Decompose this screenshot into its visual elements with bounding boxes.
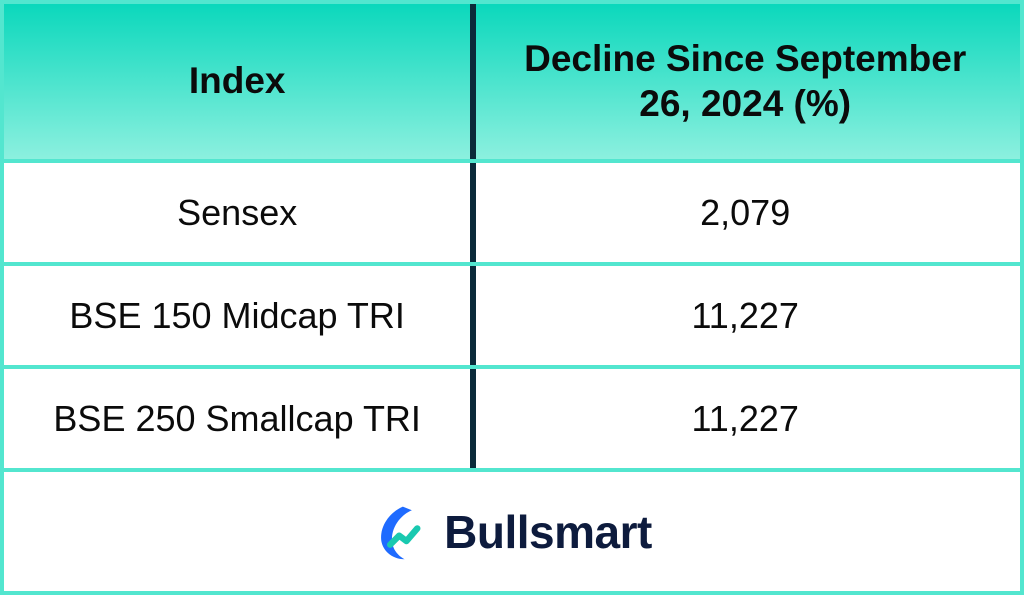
brand-footer: Bullsmart	[4, 468, 1020, 591]
cell-value: 11,227	[470, 369, 1020, 468]
row-divider	[470, 163, 476, 262]
col-header-index: Index	[4, 4, 470, 159]
row-divider	[470, 266, 476, 365]
brand-name: Bullsmart	[444, 505, 652, 559]
col-header-decline-label: Decline Since September 26, 2024 (%)	[494, 37, 996, 126]
cell-value-text: 2,079	[700, 192, 790, 234]
cell-value-text: 11,227	[691, 295, 798, 337]
cell-value-text: 11,227	[691, 398, 798, 440]
index-decline-table: Index Decline Since September 26, 2024 (…	[0, 0, 1024, 595]
cell-index: BSE 150 Midcap TRI	[4, 266, 470, 365]
table-header-row: Index Decline Since September 26, 2024 (…	[4, 4, 1020, 159]
cell-index: Sensex	[4, 163, 470, 262]
table-row: Sensex 2,079	[4, 159, 1020, 262]
cell-value: 2,079	[470, 163, 1020, 262]
row-divider	[470, 369, 476, 468]
table-row: BSE 150 Midcap TRI 11,227	[4, 262, 1020, 365]
table-row: BSE 250 Smallcap TRI 11,227	[4, 365, 1020, 468]
cell-index: BSE 250 Smallcap TRI	[4, 369, 470, 468]
bullsmart-logo-icon	[372, 503, 430, 561]
cell-value: 11,227	[470, 266, 1020, 365]
header-divider	[470, 4, 476, 159]
col-header-decline: Decline Since September 26, 2024 (%)	[470, 4, 1020, 159]
